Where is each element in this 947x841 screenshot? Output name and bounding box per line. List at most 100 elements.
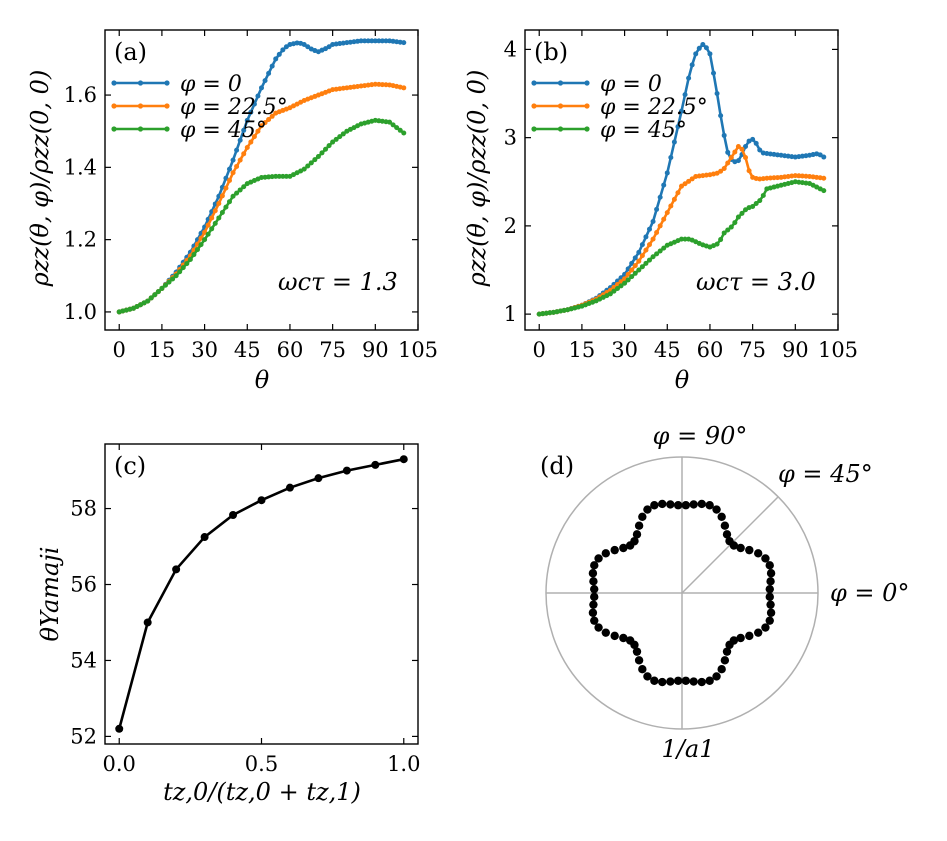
panel-b-series-0-point-35 — [661, 182, 667, 188]
panel-a-series-0-point-44 — [273, 56, 279, 62]
panel-b-series-1-point-29 — [639, 253, 645, 259]
panel-a-series-2-point-58 — [323, 146, 329, 152]
panel-d-point-56 — [697, 677, 706, 687]
panel-a-series-2-point-16 — [173, 273, 179, 279]
panel-a-xtick-label-6: 90 — [362, 338, 389, 362]
panel-b-series-1-point-27 — [632, 263, 638, 269]
panel-b-series-1-point-53 — [725, 160, 731, 166]
panel-a-series-1-point-42 — [266, 116, 272, 122]
panel-a-legend-label-2: φ = 45° — [180, 118, 267, 143]
panel-b-series-2-point-33 — [654, 251, 660, 257]
panel-d-point-18 — [673, 501, 683, 510]
panel-b-series-0-point-28 — [636, 249, 642, 255]
panel-d-point-9 — [725, 536, 734, 546]
panel-c-label: (c) — [114, 452, 146, 480]
panel-b-series-1-point-40 — [679, 183, 684, 189]
panel-b-series-2-point-53 — [725, 227, 731, 233]
panel-b-series-2-point-60 — [750, 203, 756, 209]
panel-b-series-2-point-23 — [618, 283, 624, 289]
panel-d-point-53 — [673, 676, 683, 685]
panel-b-series-2-point-52 — [721, 230, 727, 236]
panel-b-series-1-point-65 — [767, 175, 773, 181]
panel-a-series-2-point-18 — [180, 265, 186, 271]
panel-d-point-71 — [765, 592, 774, 602]
panel-d-point-10 — [722, 530, 732, 539]
panel-a-series-0-point-69 — [362, 38, 368, 44]
panel-a-annotation: ωcτ = 1.3 — [278, 268, 398, 296]
panel-a-series-0-point-46 — [280, 47, 286, 53]
panel-b-series-1-point-33 — [654, 230, 660, 235]
panel-b-series-1-point-59 — [746, 168, 752, 174]
panel-b-series-1-point-43 — [689, 176, 695, 182]
panel-b-series-1-point-51 — [718, 168, 724, 174]
panel-b-series-1-point-72 — [792, 173, 798, 179]
panel-b-series-0-point-41 — [682, 92, 688, 98]
panel-a-series-1-point-25 — [205, 222, 211, 228]
panel-d-point-69 — [766, 608, 776, 617]
panel-b-ylabel: ρzz(θ, φ)/ρzz(0, 0) — [463, 70, 491, 288]
panel-b-series-0-point-52 — [721, 132, 727, 138]
panel-a-ticks: 0 15 30 45 60 75 90 105 1.0 1.2 1.4 1.6 — [64, 30, 438, 362]
panel-b-series-0-point-33 — [654, 206, 660, 212]
panel-a-legend-marker-end-1 — [164, 103, 170, 109]
panel-b-series-2-point-30 — [643, 260, 649, 266]
panel-b-series-0-point-38 — [671, 139, 677, 145]
panel-a-xtick-label-3: 45 — [234, 338, 261, 362]
panel-b-series-0-point-36 — [664, 170, 670, 176]
panel-a-series-2-point-9 — [148, 295, 154, 301]
panel-b-label: (b) — [534, 38, 568, 66]
panel-a-legend-marker-mid-2 — [137, 126, 144, 132]
panel-b-series-2-point-56 — [735, 214, 741, 220]
panel-d-point-27 — [625, 541, 635, 550]
panel-a-series-0-point-33 — [234, 147, 240, 153]
panel-c-ytick-label-1: 54 — [70, 648, 97, 672]
panel-d-point-64 — [736, 633, 745, 643]
panel-d-point-35 — [590, 584, 599, 594]
panel-d-point-41 — [601, 628, 610, 637]
panel-d-point-15 — [697, 499, 706, 509]
panel-a-series-2-point-54 — [308, 160, 314, 166]
panel-d-point-28 — [619, 543, 628, 553]
panel-b-series-2-point-35 — [661, 245, 667, 251]
panel-a-series-2-point-31 — [226, 199, 232, 205]
panel-b-series-0-point-30 — [643, 234, 649, 240]
panel-a-series-1-point-26 — [209, 215, 215, 221]
panel-a-series-2-point-80 — [401, 130, 407, 136]
panel-b-series-1-point-28 — [636, 258, 642, 264]
panel-d-point-43 — [619, 633, 628, 643]
panel-b-legend-label-1: φ = 22.5° — [600, 95, 708, 120]
panel-a-series-2-point-63 — [340, 131, 346, 137]
panel-d-point-70 — [766, 600, 775, 609]
panel-a-legend-marker-end-2 — [164, 126, 170, 132]
panel-a-series-1-point-39 — [255, 128, 261, 134]
panel-d-point-42 — [610, 631, 619, 641]
panel-b-series-0-point-31 — [646, 226, 652, 232]
panel-b-series-2-point-51 — [718, 237, 724, 243]
panel-a-series-2-point-35 — [241, 184, 247, 190]
panel-a-series-0-point-36 — [244, 117, 250, 123]
panel-a-series-2-point-26 — [209, 226, 215, 232]
panel-a-legend-marker-start-1 — [111, 103, 117, 109]
panel-a-series-1-point-72 — [372, 81, 378, 87]
panel-b-series-2-point-20 — [607, 291, 613, 297]
panel-a-legend-marker-start-0 — [111, 80, 117, 86]
panel-b-legend-marker-start-0 — [531, 80, 537, 86]
panel-d-point-51 — [658, 677, 667, 687]
panel-d-point-67 — [761, 623, 770, 632]
panel-c-ytick-label-0: 52 — [70, 724, 97, 748]
panel-a-ytick-label-3: 1.6 — [64, 83, 97, 107]
panel-a-series-1-point-36 — [244, 144, 250, 150]
panel-b-xtick-label-3: 45 — [654, 338, 681, 362]
panel-b-ytick-label-0: 1 — [504, 302, 517, 326]
panel-d-point-55 — [689, 677, 698, 686]
panel-b-series-1-point-73 — [796, 173, 802, 179]
panel-b-legend-label-2: φ = 45° — [600, 118, 687, 143]
panel-a-series-2-point-33 — [234, 190, 240, 196]
panel-d-point-37 — [589, 600, 598, 609]
panel-a-series-1-point-30 — [223, 185, 229, 191]
panel-d-point-40 — [594, 623, 603, 632]
panel-c-point-9 — [371, 460, 380, 469]
panel-d-point-24 — [634, 521, 644, 530]
panel-d-point-59 — [717, 665, 726, 674]
panel-a-series-0-point-72 — [372, 38, 378, 44]
